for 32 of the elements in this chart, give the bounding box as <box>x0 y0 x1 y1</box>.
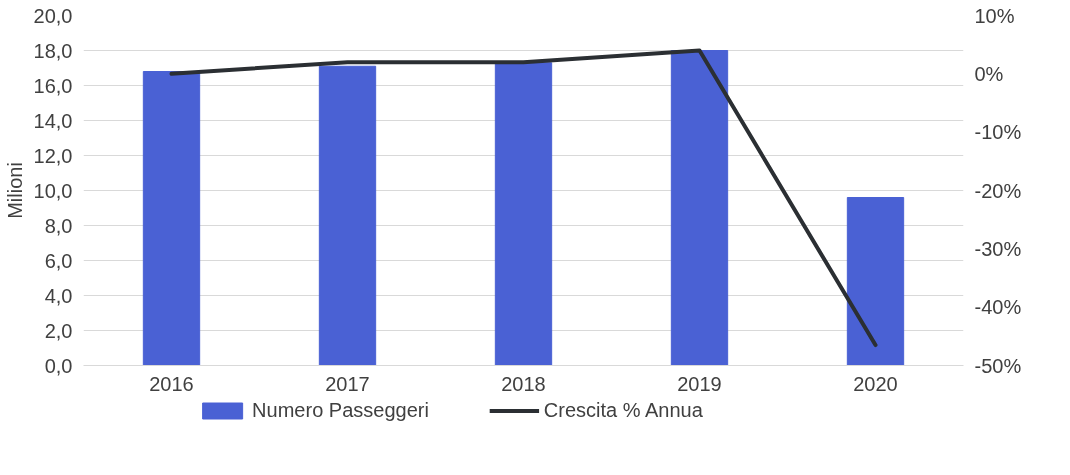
x-tick-label: 2019 <box>677 372 722 395</box>
y-tick-label: 16,0 <box>33 74 73 97</box>
bar <box>494 62 553 366</box>
bar <box>142 71 201 366</box>
bar <box>670 50 729 366</box>
x-tick-label: 2018 <box>501 372 546 395</box>
x-tick-label: 2016 <box>149 372 194 395</box>
y-tick-label: 0,0 <box>44 354 73 377</box>
bar <box>318 65 377 366</box>
y-tick-label: 18,0 <box>33 39 73 62</box>
y-axis-title: Milioni <box>3 162 26 219</box>
legend-label: Crescita % Annua <box>543 398 703 422</box>
y2-tick-label: -20% <box>974 179 1022 202</box>
y-tick-label: 4,0 <box>44 284 73 307</box>
y2-tick-label: 0% <box>974 62 1004 85</box>
y-tick-label: 12,0 <box>33 144 73 167</box>
bar <box>846 197 905 366</box>
y-tick-label: 20,0 <box>33 4 73 27</box>
y2-tick-label: 10% <box>974 4 1015 27</box>
line-series <box>169 48 878 348</box>
y-tick-label: 10,0 <box>33 179 73 202</box>
legend-label: Numero Passeggeri <box>252 398 429 422</box>
y2-tick-label: -30% <box>974 237 1022 260</box>
y-tick-label: 14,0 <box>33 109 73 132</box>
y2-tick-label: -10% <box>974 121 1022 144</box>
y2-tick-label: -40% <box>974 296 1022 319</box>
y-tick-label: 8,0 <box>44 214 73 237</box>
y2-tick-label: -50% <box>974 354 1022 377</box>
y-tick-label: 6,0 <box>44 249 73 272</box>
x-tick-label: 2020 <box>853 372 898 395</box>
y-tick-label: 2,0 <box>44 319 73 342</box>
x-tick-label: 2017 <box>325 372 370 395</box>
